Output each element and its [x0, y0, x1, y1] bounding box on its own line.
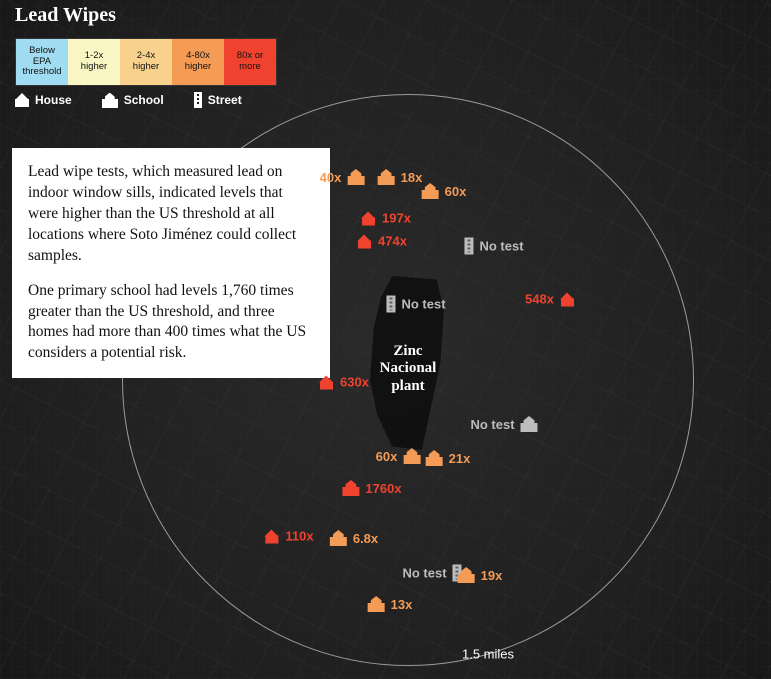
map-marker[interactable]: 548x — [525, 292, 575, 307]
school-icon — [378, 169, 395, 185]
marker-label: 630x — [340, 375, 369, 390]
marker-label: 60x — [445, 184, 467, 199]
legend-cell: 4-80x higher — [172, 39, 224, 85]
house-icon — [319, 375, 334, 390]
street-icon — [386, 296, 395, 313]
chart-title: Lead Wipes — [15, 4, 116, 27]
info-panel: Lead wipe tests, which measured lead on … — [12, 148, 330, 378]
info-paragraph: One primary school had levels 1,760 time… — [28, 281, 314, 365]
marker-label: No test — [479, 239, 523, 254]
school-icon — [403, 448, 420, 464]
street-icon — [194, 92, 202, 108]
map-marker[interactable]: 13x — [368, 596, 413, 612]
map-marker[interactable]: 18x — [378, 169, 423, 185]
school-icon — [347, 169, 364, 185]
legend-cell: 1-2x higher — [68, 39, 120, 85]
marker-label: No test — [470, 417, 514, 432]
house-icon — [361, 211, 376, 226]
house-icon — [357, 234, 372, 249]
marker-type-legend: House School Street — [15, 92, 242, 108]
map-marker[interactable]: 630x — [319, 375, 369, 390]
marker-label: No test — [402, 566, 446, 581]
map-marker[interactable]: No test — [402, 565, 461, 582]
map-marker[interactable]: 60x — [422, 183, 467, 199]
school-icon — [426, 450, 443, 466]
house-icon — [15, 93, 29, 107]
type-legend-label: Street — [208, 93, 242, 107]
house-icon — [264, 529, 279, 544]
school-icon — [330, 530, 347, 546]
plant-label: ZincNacionalplant — [380, 343, 437, 395]
school-icon — [102, 93, 118, 108]
type-legend-item: House — [15, 93, 72, 107]
marker-label: 1760x — [365, 481, 401, 496]
school-icon — [521, 416, 538, 432]
map-marker[interactable]: No test — [386, 296, 445, 313]
type-legend-item: School — [102, 93, 164, 108]
map-marker[interactable]: 1760x — [342, 480, 401, 496]
map-marker[interactable]: No test — [464, 238, 523, 255]
map-marker[interactable]: 197x — [361, 211, 411, 226]
legend-cell: 2-4x higher — [120, 39, 172, 85]
house-icon — [560, 292, 575, 307]
marker-label: 21x — [449, 451, 471, 466]
type-legend-item: Street — [194, 92, 242, 108]
map-marker[interactable]: 474x — [357, 234, 407, 249]
map-marker[interactable]: 6.8x — [330, 530, 378, 546]
info-paragraph: Lead wipe tests, which measured lead on … — [28, 162, 314, 267]
street-icon — [464, 238, 473, 255]
school-icon — [368, 596, 385, 612]
map-marker[interactable]: 19x — [458, 567, 503, 583]
school-icon — [458, 567, 475, 583]
marker-label: 548x — [525, 292, 554, 307]
marker-label: 40x — [320, 170, 342, 185]
map-marker[interactable]: No test — [470, 416, 537, 432]
marker-label: 60x — [376, 449, 398, 464]
marker-label: 110x — [285, 529, 313, 544]
color-legend: Below EPA threshold1-2x higher2-4x highe… — [15, 38, 277, 86]
map-marker[interactable]: 60x — [376, 448, 421, 464]
school-icon — [342, 480, 359, 496]
map-marker[interactable]: 40x — [320, 169, 365, 185]
legend-cell: 80x or more — [224, 39, 276, 85]
marker-label: 474x — [378, 234, 407, 249]
marker-label: 18x — [401, 170, 423, 185]
marker-label: No test — [401, 297, 445, 312]
type-legend-label: House — [35, 93, 72, 107]
marker-label: 19x — [481, 568, 503, 583]
school-icon — [422, 183, 439, 199]
marker-label: 197x — [382, 211, 411, 226]
map-marker[interactable]: 21x — [426, 450, 471, 466]
map-marker[interactable]: 110x — [264, 529, 313, 544]
radius-label: 1.5 miles — [462, 647, 514, 662]
marker-label: 13x — [391, 597, 413, 612]
legend-cell: Below EPA threshold — [16, 39, 68, 85]
marker-label: 6.8x — [353, 531, 378, 546]
type-legend-label: School — [124, 93, 164, 107]
